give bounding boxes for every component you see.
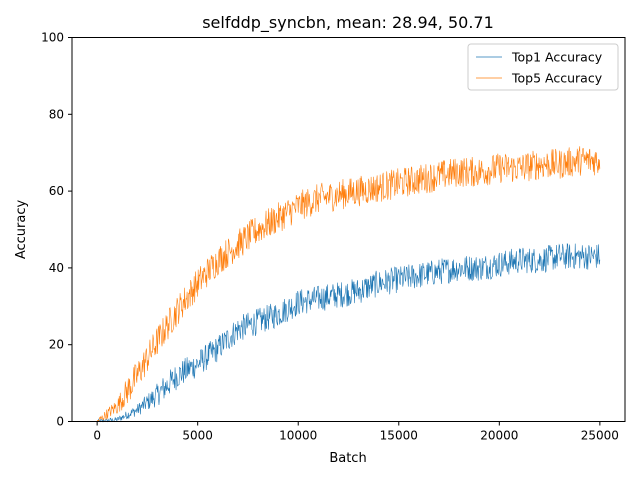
legend-label: Top5 Accuracy <box>511 71 603 86</box>
y-tick-label: 0 <box>56 415 64 429</box>
plot-frame <box>71 37 626 422</box>
chart-title: selfddp_syncbn, mean: 28.94, 50.71 <box>202 13 494 33</box>
x-axis-label: Batch <box>329 451 366 466</box>
legend: Top1 Accuracy Top5 Accuracy <box>467 43 619 91</box>
x-tick-label: 10000 <box>279 429 317 443</box>
y-axis: 0 20 40 60 80 100 <box>41 31 72 429</box>
plot-lines <box>96 146 601 423</box>
y-tick-label: 60 <box>49 184 64 198</box>
x-tick-label: 5000 <box>182 429 213 443</box>
y-tick-label: 80 <box>49 107 64 121</box>
y-tick-label: 40 <box>49 261 64 275</box>
series-line-top5 <box>96 146 601 423</box>
x-tick-label: 25000 <box>581 429 619 443</box>
x-axis: 0 5000 10000 15000 20000 25000 <box>93 421 619 443</box>
legend-box <box>467 43 619 91</box>
legend-label: Top1 Accuracy <box>511 50 603 65</box>
x-tick-label: 20000 <box>480 429 518 443</box>
y-axis-label: Accuracy <box>14 200 29 260</box>
y-tick-label: 100 <box>41 31 64 45</box>
x-tick-label: 15000 <box>380 429 418 443</box>
series-line-top1 <box>96 243 601 423</box>
x-tick-label: 0 <box>93 429 101 443</box>
y-tick-label: 20 <box>49 338 64 352</box>
